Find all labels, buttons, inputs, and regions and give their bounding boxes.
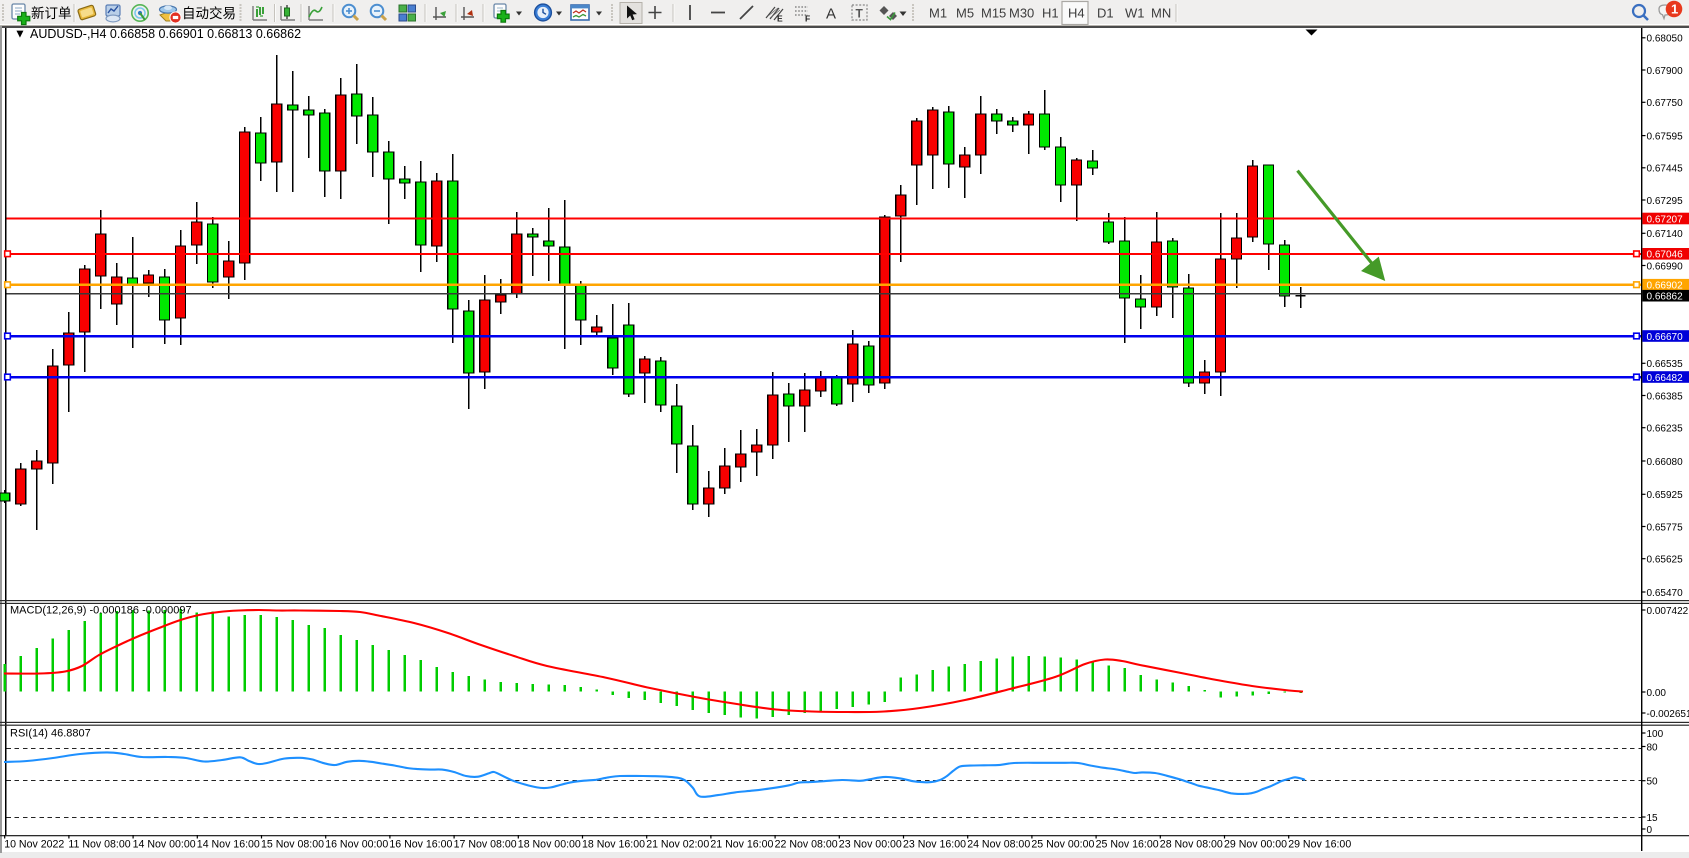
- svg-text:0.67445: 0.67445: [1647, 164, 1684, 175]
- svg-text:0.66080: 0.66080: [1647, 457, 1684, 468]
- svg-text:100: 100: [1647, 729, 1664, 740]
- svg-text:0.65625: 0.65625: [1647, 555, 1684, 566]
- svg-text:1: 1: [1671, 2, 1678, 17]
- svg-text:0.67900: 0.67900: [1647, 66, 1684, 77]
- svg-text:0.66862: 0.66862: [1647, 292, 1684, 303]
- svg-text:0.65470: 0.65470: [1647, 588, 1684, 599]
- svg-text:18 Nov 00:00: 18 Nov 00:00: [518, 839, 581, 851]
- svg-text:RSI(14) 46.8807: RSI(14) 46.8807: [10, 728, 91, 740]
- svg-text:24 Nov 08:00: 24 Nov 08:00: [967, 839, 1030, 851]
- svg-text:H4: H4: [1068, 6, 1085, 21]
- svg-text:50: 50: [1647, 777, 1659, 788]
- svg-text:0.67595: 0.67595: [1647, 131, 1684, 142]
- svg-text:T: T: [856, 7, 864, 21]
- svg-text:0.68050: 0.68050: [1647, 34, 1684, 45]
- svg-text:M15: M15: [981, 6, 1006, 21]
- svg-text:0.66670: 0.66670: [1647, 332, 1684, 343]
- svg-text:F: F: [805, 14, 810, 24]
- svg-text:21 Nov 16:00: 21 Nov 16:00: [710, 839, 773, 851]
- svg-text:M30: M30: [1009, 6, 1034, 21]
- svg-text:0.66902: 0.66902: [1647, 281, 1684, 292]
- svg-text:0.67046: 0.67046: [1647, 250, 1684, 261]
- svg-text:0.66482: 0.66482: [1647, 373, 1684, 384]
- svg-text:-0.002651: -0.002651: [1647, 709, 1689, 720]
- svg-text:0.66535: 0.66535: [1647, 359, 1684, 370]
- svg-text:14 Nov 16:00: 14 Nov 16:00: [197, 839, 260, 851]
- svg-text:0.00: 0.00: [1647, 688, 1667, 699]
- svg-text:H1: H1: [1042, 6, 1059, 21]
- svg-text:23 Nov 00:00: 23 Nov 00:00: [839, 839, 902, 851]
- svg-text:0.65925: 0.65925: [1647, 490, 1684, 501]
- svg-text:E: E: [777, 14, 783, 24]
- svg-text:0.67207: 0.67207: [1647, 214, 1684, 225]
- svg-text:10 Nov 2022: 10 Nov 2022: [4, 839, 64, 851]
- svg-text:16 Nov 00:00: 16 Nov 00:00: [325, 839, 388, 851]
- svg-text:17 Nov 08:00: 17 Nov 08:00: [454, 839, 517, 851]
- svg-text:新订单: 新订单: [31, 6, 72, 21]
- svg-text:自动交易: 自动交易: [182, 5, 236, 21]
- svg-text:▼: ▼: [14, 27, 26, 41]
- svg-text:W1: W1: [1125, 6, 1145, 21]
- svg-text:11 Nov 08:00: 11 Nov 08:00: [68, 839, 130, 851]
- svg-text:0.65775: 0.65775: [1647, 522, 1684, 533]
- svg-text:AUDUSD-,H4 0.66858 0.66901 0.: AUDUSD-,H4 0.66858 0.66901 0.66813 0.668…: [30, 27, 301, 41]
- svg-text:21 Nov 02:00: 21 Nov 02:00: [646, 839, 709, 851]
- svg-text:29 Nov 16:00: 29 Nov 16:00: [1288, 839, 1351, 851]
- svg-text:0.007422: 0.007422: [1647, 606, 1689, 617]
- svg-text:29 Nov 00:00: 29 Nov 00:00: [1224, 839, 1287, 851]
- svg-text:16 Nov 16:00: 16 Nov 16:00: [389, 839, 452, 851]
- svg-text:0.66990: 0.66990: [1647, 261, 1684, 272]
- svg-text:M1: M1: [929, 6, 947, 21]
- svg-text:D1: D1: [1097, 6, 1114, 21]
- svg-text:MN: MN: [1151, 6, 1171, 21]
- svg-text:0.66235: 0.66235: [1647, 424, 1684, 435]
- svg-text:18 Nov 16:00: 18 Nov 16:00: [582, 839, 645, 851]
- svg-text:M5: M5: [956, 6, 974, 21]
- svg-text:25 Nov 16:00: 25 Nov 16:00: [1096, 839, 1159, 851]
- svg-text:15 Nov 08:00: 15 Nov 08:00: [261, 839, 324, 851]
- svg-text:23 Nov 16:00: 23 Nov 16:00: [903, 839, 966, 851]
- svg-text:0: 0: [1647, 825, 1653, 836]
- svg-text:14 Nov 00:00: 14 Nov 00:00: [133, 839, 196, 851]
- svg-text:MACD(12,26,9) -0.000186 -0.000: MACD(12,26,9) -0.000186 -0.000097: [10, 605, 192, 617]
- svg-text:0.66385: 0.66385: [1647, 391, 1684, 402]
- svg-text:25 Nov 00:00: 25 Nov 00:00: [1031, 839, 1094, 851]
- svg-text:28 Nov 08:00: 28 Nov 08:00: [1160, 839, 1223, 851]
- svg-text:15: 15: [1647, 813, 1659, 824]
- svg-text:A: A: [826, 6, 836, 23]
- svg-text:0.67750: 0.67750: [1647, 98, 1684, 109]
- svg-text:0.67140: 0.67140: [1647, 229, 1684, 240]
- svg-text:80: 80: [1647, 742, 1659, 753]
- svg-text:0.67295: 0.67295: [1647, 196, 1684, 207]
- svg-text:22 Nov 08:00: 22 Nov 08:00: [775, 839, 838, 851]
